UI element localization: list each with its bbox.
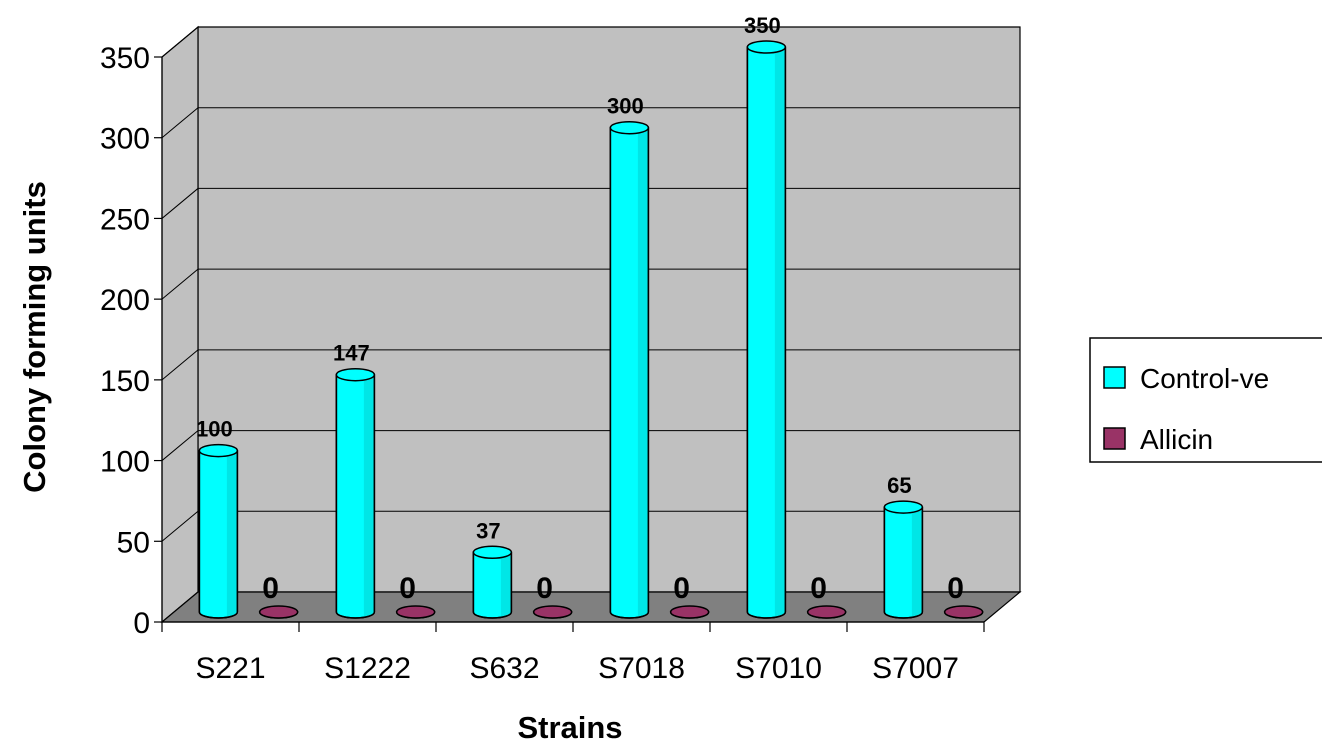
gridline [161, 26, 1020, 58]
gridline [161, 187, 1020, 219]
bar-top [472, 545, 513, 560]
x-tick-label: S7007 [872, 652, 959, 685]
bar-top [943, 605, 984, 619]
x-tick-labels: S221 S1222 S632 S7018 S7010 S7007 [195, 652, 958, 685]
bar-shade [226, 450, 238, 618]
bar [335, 367, 376, 619]
bar [609, 120, 650, 619]
data-label: 0 [673, 572, 690, 605]
bar-outline [335, 374, 376, 619]
y-tick-label: 100 [100, 446, 150, 479]
x-tick-label: S632 [469, 652, 539, 685]
data-label: 65 [887, 473, 911, 498]
y-tick-label: 0 [133, 607, 150, 640]
gridline [161, 268, 1020, 300]
bar [943, 605, 984, 619]
x-tick-label: S1222 [324, 652, 411, 685]
bar-shade [363, 374, 375, 618]
bar-top [806, 605, 847, 619]
gridline [161, 107, 1020, 139]
bar [883, 500, 924, 619]
bar-shade [637, 127, 649, 618]
data-label: 147 [333, 341, 370, 366]
data-label: 37 [476, 518, 500, 543]
gridline [161, 510, 1020, 542]
bar-shade [774, 47, 786, 618]
gridline [161, 349, 1020, 381]
bar-outline [198, 450, 239, 619]
bar-shade [500, 552, 512, 618]
y-tick-label: 250 [100, 203, 150, 236]
bar-top [335, 367, 376, 382]
side-wall [161, 25, 199, 624]
bar-top [532, 605, 573, 619]
data-label: 0 [399, 572, 416, 605]
legend-swatch-control [1103, 366, 1126, 389]
bar-shade [911, 507, 923, 618]
legend-swatch-allicin [1103, 427, 1126, 450]
bar-outline [609, 127, 650, 619]
data-label: 0 [536, 572, 553, 605]
bar-top [395, 605, 436, 619]
x-tick-label: S7010 [735, 652, 822, 685]
data-label: 100 [196, 417, 233, 442]
bar-outline [472, 552, 513, 619]
bar [746, 40, 787, 619]
bars [198, 40, 984, 619]
data-label: 0 [810, 572, 827, 605]
data-label: 0 [947, 572, 964, 605]
y-tick-label: 200 [100, 284, 150, 317]
bar-top [669, 605, 710, 619]
legend-label-allicin: Allicin [1140, 424, 1213, 455]
bar [198, 443, 239, 619]
y-tick-label: 300 [100, 123, 150, 156]
gridline [161, 430, 1020, 461]
axes [154, 56, 985, 632]
y-tick-labels: 0 50 100 150 200 250 300 350 [100, 42, 150, 640]
bar [472, 545, 513, 619]
bar [669, 605, 710, 619]
data-label: 0 [262, 572, 279, 605]
x-axis-title: Strains [517, 710, 622, 745]
bar-top [198, 443, 239, 458]
bar-top [609, 120, 650, 135]
legend-label-control: Control-ve [1140, 363, 1269, 394]
bar-top [258, 605, 299, 619]
bar [395, 605, 436, 619]
gridlines [161, 26, 1020, 542]
bar-outline [883, 507, 924, 619]
y-axis-title: Colony forming units [17, 181, 52, 493]
x-tick-label: S7018 [598, 652, 685, 685]
y-tick-label: 350 [100, 42, 150, 75]
y-tick-label: 150 [100, 365, 150, 398]
y-tick-label: 50 [117, 526, 150, 559]
bar [532, 605, 573, 619]
legend-box [1089, 337, 1322, 463]
legend: Control-ve Allicin [1089, 337, 1322, 463]
bar-top [746, 40, 787, 54]
data-label: 300 [607, 94, 644, 119]
bar [258, 605, 299, 619]
bar-outline [746, 47, 787, 619]
data-label: 350 [744, 13, 781, 38]
data-labels: 100 0 147 0 37 0 300 0 350 0 65 0 [196, 13, 964, 605]
x-tick-label: S221 [195, 652, 265, 685]
bar [806, 605, 847, 619]
bar-top [883, 500, 924, 514]
